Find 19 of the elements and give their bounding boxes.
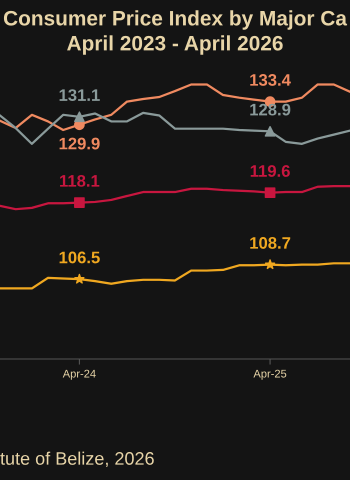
data-label: 128.9	[250, 104, 290, 116]
point	[74, 274, 85, 284]
data-label: 119.6	[250, 165, 290, 177]
x-tick-label: Apr-24	[62, 370, 96, 380]
data-label: 118.1	[60, 175, 100, 187]
point	[74, 197, 85, 208]
data-label: 106.5	[60, 252, 100, 264]
point	[264, 126, 276, 137]
point	[74, 111, 85, 122]
data-label: 131.1	[60, 89, 100, 102]
data-label: 129.9	[60, 138, 100, 150]
point	[264, 187, 276, 198]
point	[264, 259, 276, 270]
data-label: 108.7	[250, 237, 290, 249]
text: tute of Belize, 2026	[0, 452, 154, 467]
text: April 2023 - April 2026	[67, 35, 283, 55]
chart-title: Consumer Price Index by Major Ca	[4, 10, 348, 30]
data-label: 133.4	[250, 74, 291, 86]
x-tick-label: Apr-25	[253, 370, 286, 380]
